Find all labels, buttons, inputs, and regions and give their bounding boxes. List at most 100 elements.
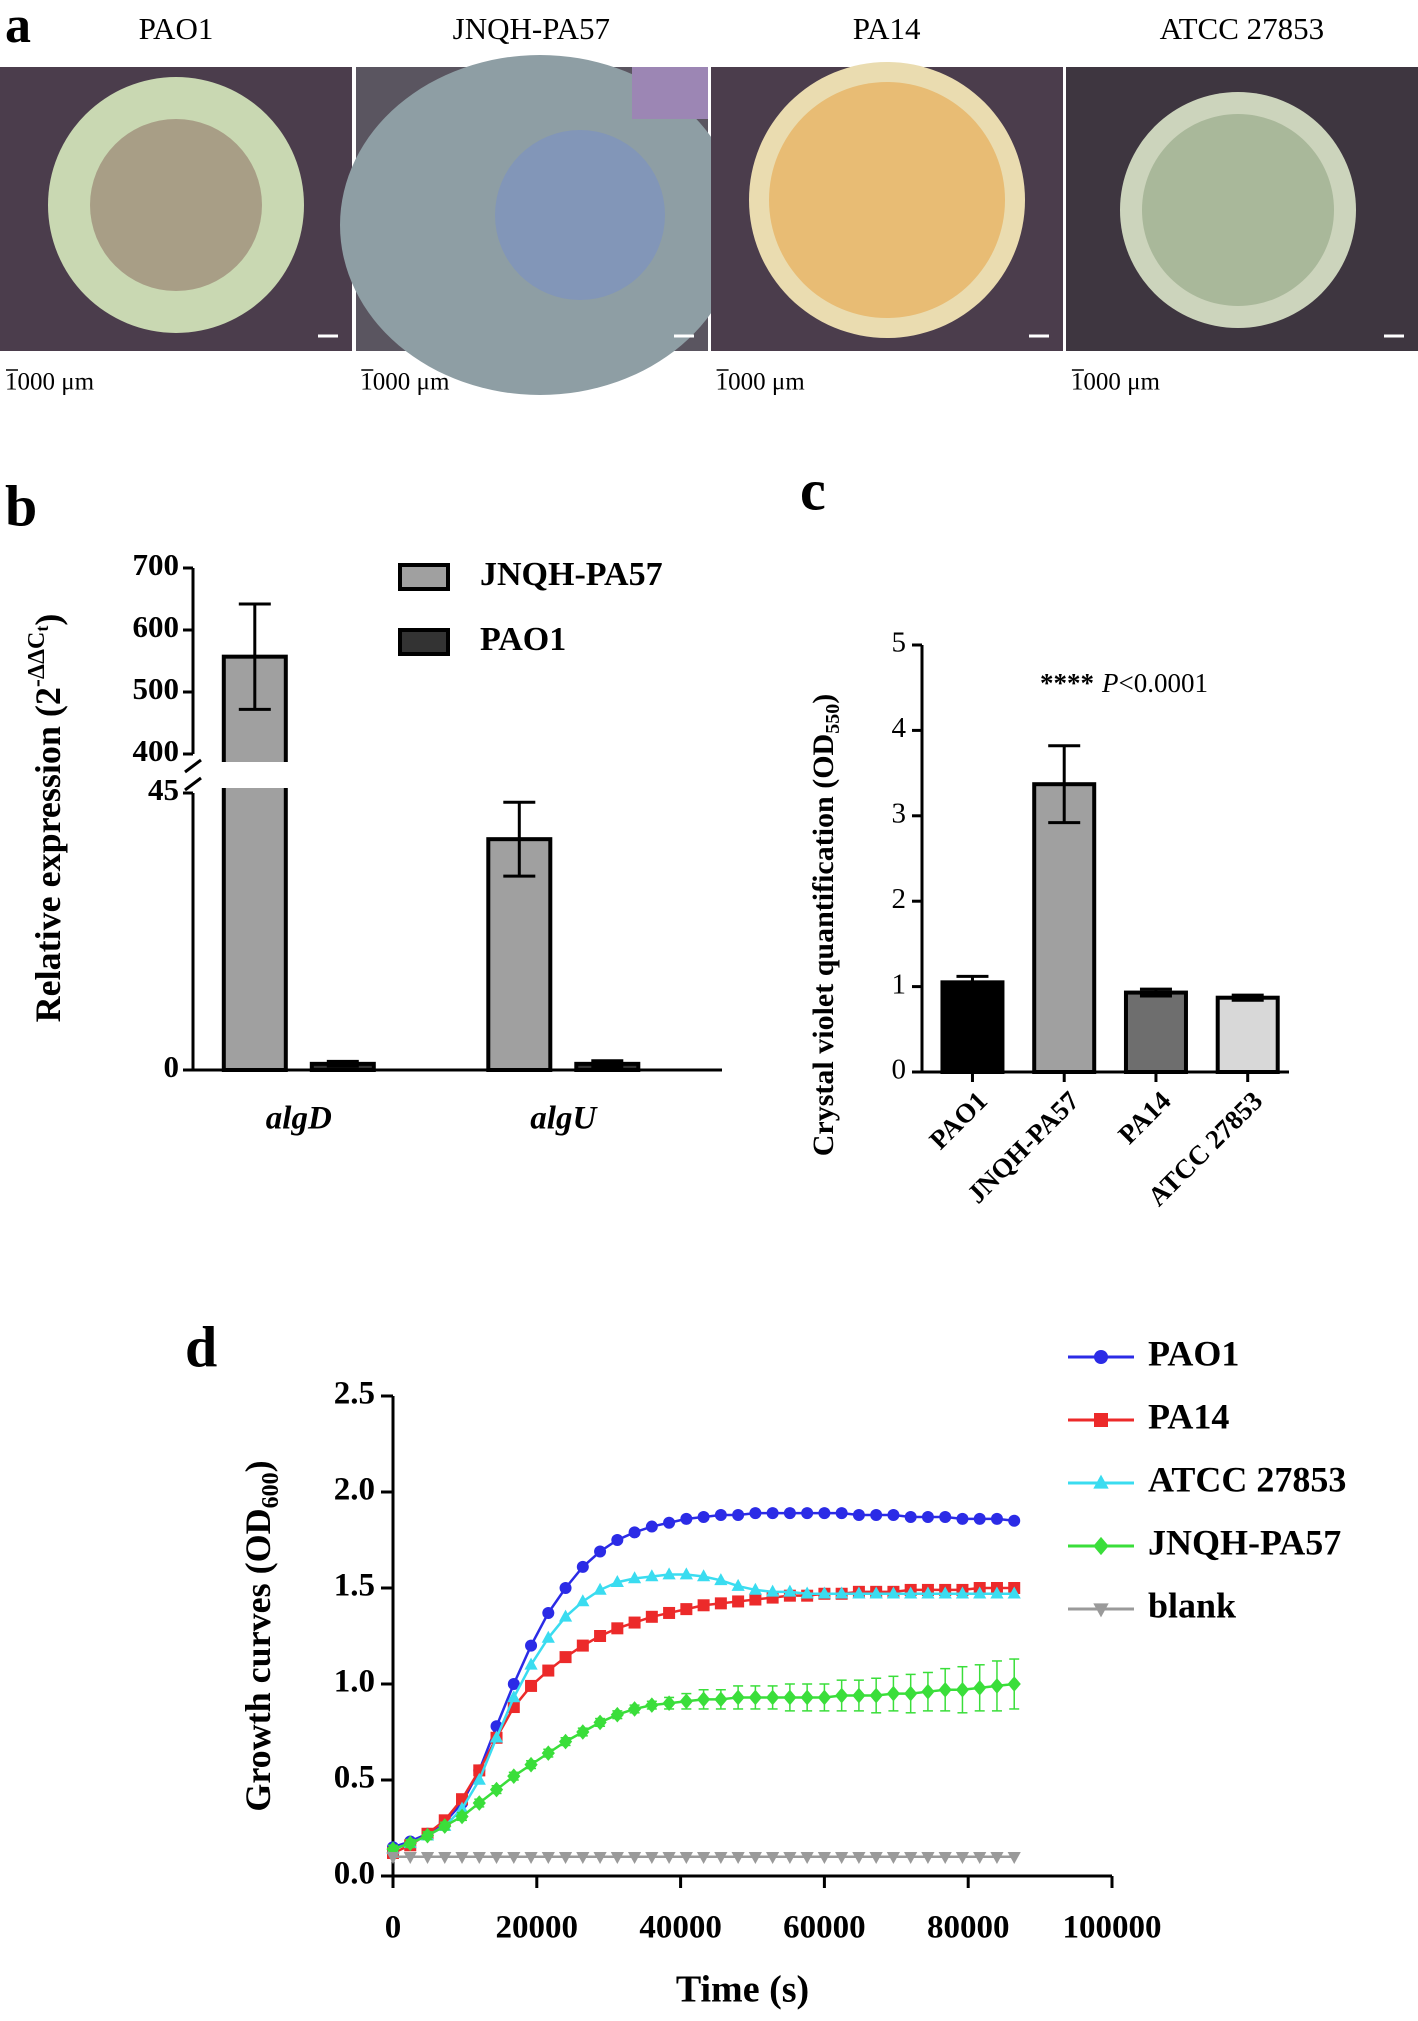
marker	[524, 1756, 538, 1773]
annotation-part: P	[1101, 668, 1119, 698]
y-tick-label: 600	[133, 609, 180, 644]
y-tick-label: 500	[133, 671, 180, 706]
marker	[835, 1852, 849, 1864]
marker	[748, 1582, 762, 1595]
marker	[576, 1852, 590, 1864]
marker	[697, 1599, 710, 1612]
marker	[611, 1622, 624, 1635]
marker	[887, 1509, 900, 1522]
y-axis-label-part: )	[807, 694, 840, 704]
marker	[956, 1512, 969, 1525]
legend-label: JNQH-PA57	[480, 556, 663, 593]
marker	[472, 1852, 486, 1864]
bar	[221, 654, 288, 1072]
marker	[627, 1571, 642, 1584]
marker	[593, 1582, 607, 1595]
marker	[732, 1509, 745, 1522]
colony-center	[495, 130, 665, 300]
y-axis-label: Growth curves (OD600)	[238, 1460, 283, 1811]
marker	[973, 1852, 987, 1864]
marker	[455, 1852, 469, 1864]
marker	[973, 1680, 987, 1696]
x-tick-label: 100000	[1063, 1910, 1162, 1946]
annotation-part: <0.0001	[1119, 668, 1208, 698]
marker	[645, 1569, 659, 1582]
marker	[817, 1586, 831, 1599]
marker	[662, 1852, 676, 1864]
axis-break-gap	[218, 762, 291, 788]
marker	[938, 1586, 952, 1599]
scale-bar-label: 1000 μm	[5, 369, 95, 396]
marker	[731, 1689, 745, 1706]
marker	[663, 1606, 676, 1619]
colony-center	[769, 82, 1005, 318]
marker	[714, 1597, 727, 1610]
annotation: **** P<0.0001	[1040, 668, 1208, 698]
marker	[714, 1691, 728, 1708]
marker	[576, 1724, 590, 1740]
marker	[783, 1584, 797, 1597]
marker	[766, 1584, 780, 1597]
marker	[869, 1586, 883, 1599]
axis-break	[184, 776, 202, 792]
marker	[680, 1512, 693, 1525]
y-axis-label-part: Growth curves (OD	[238, 1508, 278, 1811]
y-tick-label: 0.0	[334, 1856, 375, 1892]
marker	[748, 1852, 762, 1864]
bar	[1123, 990, 1188, 1074]
y-tick-label: 2	[892, 883, 907, 915]
marker	[611, 1534, 624, 1546]
legend-label: blank	[1148, 1585, 1236, 1625]
marker	[662, 1695, 676, 1711]
legend-marker	[1094, 1413, 1108, 1427]
series-line	[392, 1573, 1015, 1851]
photo-row	[0, 55, 1418, 395]
marker	[507, 1852, 521, 1864]
marker	[749, 1507, 762, 1520]
marker	[541, 1852, 555, 1864]
marker	[455, 1808, 469, 1825]
y-axis-label-part: t	[32, 626, 52, 632]
y-tick-label: 0	[164, 1049, 180, 1084]
marker	[680, 1603, 693, 1616]
series-line	[392, 1586, 1015, 1855]
scale-bar-label: 1000 μm	[360, 369, 450, 396]
x-tick-label: 60000	[783, 1910, 866, 1946]
marker	[525, 1679, 538, 1692]
marker	[697, 1510, 710, 1523]
marker	[524, 1852, 538, 1864]
marker	[852, 1509, 865, 1522]
marker	[748, 1689, 762, 1706]
marker	[904, 1510, 917, 1523]
marker	[610, 1575, 624, 1588]
marker	[783, 1852, 797, 1864]
marker	[886, 1586, 901, 1599]
y-tick-label: 3	[892, 797, 907, 829]
marker	[852, 1586, 866, 1599]
marker	[541, 1745, 555, 1761]
y-axis-label-part: 600	[258, 1472, 284, 1508]
legend-marker	[1094, 1350, 1108, 1364]
marker	[489, 1781, 504, 1798]
marker	[558, 1609, 573, 1622]
marker	[783, 1689, 797, 1706]
marker	[783, 1507, 796, 1520]
marker	[386, 1852, 400, 1864]
marker	[576, 1594, 590, 1607]
y-axis-label-part: Crystal violet quantification (OD	[807, 734, 840, 1156]
marker	[679, 1567, 693, 1580]
marker	[731, 1578, 745, 1591]
marker	[663, 1516, 676, 1529]
marker	[921, 1852, 935, 1864]
scale-bar-label: 1000 μm	[1071, 369, 1161, 396]
marker	[594, 1630, 607, 1642]
marker	[420, 1827, 435, 1844]
panel-label: b	[5, 473, 37, 538]
legend-marker	[1093, 1536, 1109, 1556]
x-tick-label: algU	[530, 1101, 598, 1137]
marker	[732, 1595, 745, 1608]
marker	[472, 1772, 486, 1785]
legend-label: PAO1	[480, 621, 566, 658]
marker	[938, 1852, 952, 1864]
marker	[542, 1606, 555, 1619]
